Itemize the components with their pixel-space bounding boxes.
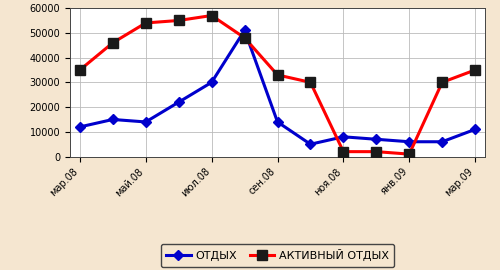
- Legend: ОТДЫХ, АКТИВНЫЙ ОТДЫХ: ОТДЫХ, АКТИВНЫЙ ОТДЫХ: [160, 244, 394, 267]
